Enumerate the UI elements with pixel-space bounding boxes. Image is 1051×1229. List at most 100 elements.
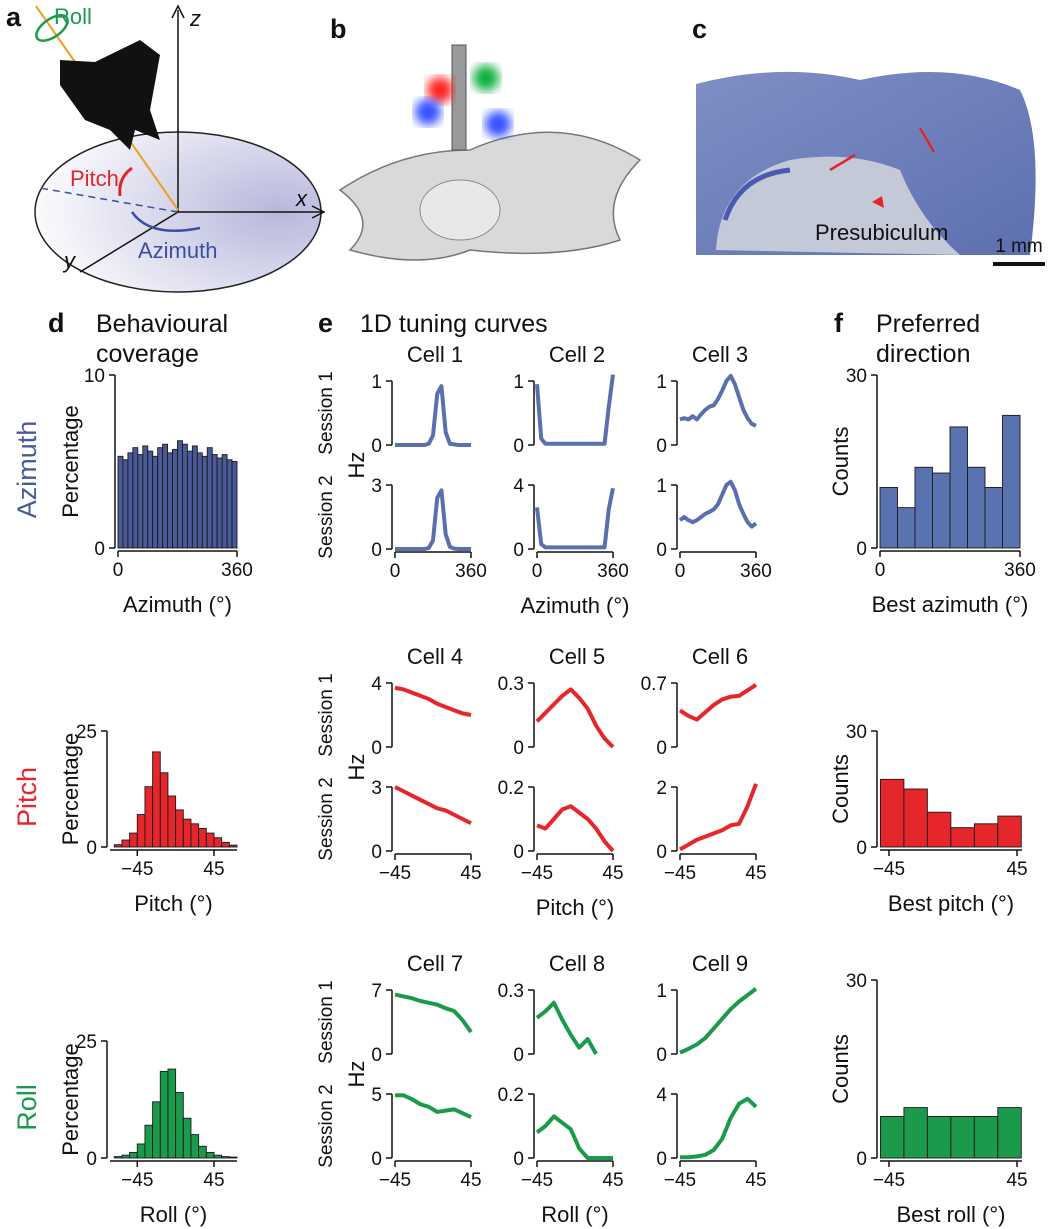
x-axis-label: Roll (°) [541,1202,608,1227]
bar [147,450,154,549]
x-tick-label: 0 [113,560,124,581]
bar [190,1134,200,1159]
bar [182,1117,192,1159]
row-label: Pitch [12,767,42,827]
marker [918,127,936,153]
bar [121,839,131,848]
panel-c: c Presubiculum 1 mm [692,14,1045,266]
y-tick-label: 10 [84,366,105,387]
bar [175,1092,184,1159]
bar [113,844,123,848]
bar [113,1156,123,1159]
bar [879,487,898,549]
y-tick-label: 0 [94,539,105,560]
y-tick-label: 0 [371,1149,382,1170]
bar [205,832,215,848]
panel-title: 1D tuning curves [360,310,548,338]
x-tick-label: −45 [379,863,411,884]
x-tick-label: 360 [1004,560,1036,581]
bar [932,472,951,549]
bar [144,1124,154,1159]
y-tick-label: 0 [86,1149,97,1170]
session-label: Session 2 [316,475,337,558]
bar [157,447,164,549]
bar [144,786,154,848]
y-tick-label: 0 [856,539,867,560]
arrow [311,205,326,219]
y-axis-label: Counts [828,754,853,824]
bar [172,448,178,549]
y-tick-label: 0 [371,1045,382,1066]
bar [186,450,193,549]
pitch-label: Pitch [70,166,119,191]
azimuth-label: Azimuth [138,238,217,263]
x-tick-label: −45 [873,1170,905,1191]
bar [201,455,208,549]
x-tick-label: 360 [740,561,772,582]
bar [117,455,124,549]
y-tick-label: 0.2 [498,1085,524,1106]
bar [182,443,188,549]
x-tick-label: 45 [1006,859,1027,880]
y-axis-label: Hz [344,452,369,479]
x-tick-label: −45 [873,859,905,880]
bar [926,811,952,848]
bar [132,447,139,549]
session-label: Session 1 [316,673,337,756]
headstage [451,44,467,151]
y-tick-label: 1 [513,372,524,393]
y-label: y [62,248,77,273]
bar [167,795,177,848]
panel-title: coverage [96,340,199,368]
x-tick-label: 0 [875,560,886,581]
bar [196,452,203,549]
bar [231,461,238,549]
bar [926,1116,952,1159]
panel-label: a [6,2,22,32]
x-tick-label: 45 [203,859,224,880]
azimuth-arc [130,211,201,232]
y-axis [79,211,179,273]
bar [159,772,169,848]
bar [221,841,230,848]
bar [205,1151,215,1159]
y-tick-label: 7 [371,981,382,1002]
y-tick-label: 0 [856,1149,867,1170]
y-tick-label: 4 [656,1085,667,1106]
arrow [171,4,185,19]
y-tick-label: 0 [371,842,382,863]
bar [152,455,159,549]
cell-title: Cell 3 [692,342,748,367]
bar [191,445,198,549]
bar [903,1107,928,1159]
x-tick-label: −45 [521,1170,553,1191]
tuning-curve [679,783,758,852]
x-tick-label: 45 [745,1170,766,1191]
blue-led [485,111,511,137]
bar [903,788,928,848]
bar [897,507,916,549]
y-axis-label: Counts [828,1034,853,1104]
panel-label: d [48,308,65,338]
session-label: Session 2 [316,1084,337,1167]
bar [973,1116,999,1159]
bar [198,827,207,848]
bar [159,1070,169,1159]
y-tick-label: 2 [656,778,667,799]
arrowhead [872,196,884,208]
x-axis-label: Pitch (°) [536,895,614,920]
bar [129,1151,138,1159]
y-tick-label: 0 [371,436,382,457]
y-tick-label: 0.2 [498,778,524,799]
bar [190,823,200,848]
bar [121,1154,131,1159]
tuning-curve [535,374,615,446]
cell-title: Cell 5 [549,644,605,669]
x-tick-label: −45 [664,1170,696,1191]
bar [213,1154,223,1159]
y-tick-label: 0 [656,842,667,863]
x-tick-label: 45 [745,863,766,884]
panel-b: b [330,14,642,261]
